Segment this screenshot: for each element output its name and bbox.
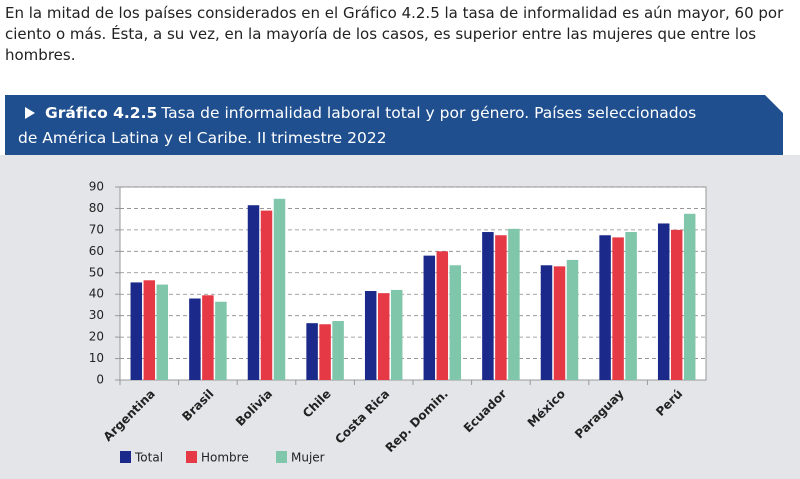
bar bbox=[495, 235, 507, 380]
y-tick-label: 90 bbox=[89, 180, 104, 194]
chart-number: Gráfico 4.2.5 bbox=[45, 104, 158, 122]
bar bbox=[189, 298, 201, 380]
title-banner bbox=[5, 95, 783, 155]
bar bbox=[566, 259, 579, 380]
bar bbox=[612, 237, 624, 380]
bar bbox=[482, 232, 494, 380]
y-tick-label: 20 bbox=[89, 330, 104, 344]
bar bbox=[306, 323, 318, 380]
bar bbox=[215, 301, 227, 380]
y-tick-label: 50 bbox=[89, 265, 104, 279]
bar bbox=[625, 232, 637, 380]
bar bbox=[319, 324, 331, 380]
bar bbox=[364, 291, 377, 380]
title-marker bbox=[25, 107, 35, 119]
bar bbox=[130, 282, 143, 380]
y-tick-label: 40 bbox=[89, 287, 104, 301]
legend-label: Total bbox=[134, 451, 163, 465]
bar bbox=[540, 265, 553, 380]
bar bbox=[449, 265, 462, 380]
bar bbox=[202, 295, 214, 380]
bar bbox=[247, 205, 260, 380]
bar bbox=[553, 266, 566, 380]
bar bbox=[332, 321, 344, 380]
y-tick-label: 60 bbox=[89, 244, 104, 258]
legend-swatch bbox=[186, 451, 197, 463]
y-tick-label: 80 bbox=[89, 201, 104, 215]
bar bbox=[436, 251, 449, 380]
bar bbox=[377, 293, 390, 380]
legend-swatch bbox=[120, 451, 131, 463]
bar bbox=[273, 198, 286, 380]
bar bbox=[143, 280, 156, 380]
intro-paragraph: En la mitad de los países considerados e… bbox=[5, 4, 784, 64]
bar bbox=[423, 255, 436, 380]
bar bbox=[670, 229, 683, 380]
bar bbox=[390, 289, 403, 380]
y-tick-label: 0 bbox=[96, 373, 104, 387]
bar bbox=[260, 210, 273, 380]
legend-label: Mujer bbox=[291, 451, 325, 465]
bar bbox=[683, 213, 696, 380]
chart-title-text: Tasa de informalidad laboral total y por… bbox=[18, 104, 697, 147]
y-tick-label: 10 bbox=[89, 351, 104, 365]
bar bbox=[657, 223, 670, 380]
legend-swatch bbox=[276, 451, 287, 463]
bar bbox=[599, 235, 611, 380]
bar bbox=[508, 228, 520, 380]
legend-label: Hombre bbox=[201, 451, 249, 465]
bar bbox=[156, 284, 169, 380]
chart-title: Gráfico 4.2.5 Tasa de informalidad labora… bbox=[18, 101, 718, 151]
y-tick-label: 30 bbox=[89, 308, 104, 322]
y-tick-label: 70 bbox=[89, 222, 104, 236]
